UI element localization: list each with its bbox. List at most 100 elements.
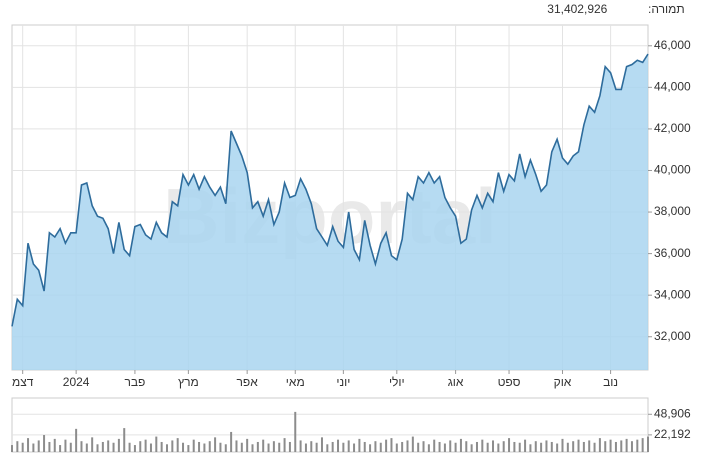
bar xyxy=(572,441,575,452)
bar xyxy=(454,442,457,452)
bar xyxy=(235,440,238,452)
x-tick-label: מאי xyxy=(286,375,305,389)
bar xyxy=(614,441,617,452)
bar xyxy=(203,443,206,452)
bar xyxy=(609,439,612,452)
bar xyxy=(246,438,249,452)
bar xyxy=(401,441,404,452)
bar xyxy=(556,443,559,452)
bar xyxy=(101,441,104,452)
bar xyxy=(347,440,350,452)
bar xyxy=(417,442,420,452)
bar xyxy=(411,436,414,452)
bar xyxy=(182,442,185,452)
bar xyxy=(139,441,142,452)
bar xyxy=(518,442,521,452)
bar xyxy=(32,443,35,452)
y-tick-label: 42,000 xyxy=(654,121,691,135)
bar xyxy=(433,439,436,452)
bar xyxy=(267,443,270,452)
bar xyxy=(545,440,548,452)
bar xyxy=(524,439,527,452)
area xyxy=(12,54,648,370)
bar xyxy=(251,444,254,452)
y-tick-label: 48,906 xyxy=(654,406,691,420)
x-tick-label: פבר xyxy=(124,375,145,389)
x-tick-label: יוני xyxy=(336,375,350,389)
bar xyxy=(59,445,62,452)
bar xyxy=(374,441,377,452)
bar xyxy=(390,438,393,452)
bar xyxy=(149,443,152,452)
x-tick-label: אפר xyxy=(237,375,259,389)
bar xyxy=(11,445,13,452)
x-tick-label: ספט xyxy=(498,375,521,389)
bar xyxy=(283,438,286,452)
bar xyxy=(369,444,372,452)
bar xyxy=(588,440,591,452)
bar xyxy=(176,438,179,452)
x-tick-label: אוג xyxy=(448,375,464,389)
bar xyxy=(561,438,564,452)
y-tick-label: 46,000 xyxy=(654,38,691,52)
bar xyxy=(288,441,291,452)
bar xyxy=(353,443,356,452)
bar xyxy=(513,441,516,452)
bar xyxy=(240,442,243,452)
bar xyxy=(64,439,67,452)
bar xyxy=(342,442,345,452)
bar xyxy=(165,444,168,452)
bar xyxy=(593,442,596,452)
bar xyxy=(171,440,174,452)
bar xyxy=(534,441,537,452)
bar xyxy=(160,441,163,452)
bar xyxy=(96,444,99,452)
bar xyxy=(21,442,24,452)
bar xyxy=(107,440,110,452)
bar xyxy=(502,441,505,452)
bar xyxy=(278,442,281,452)
bar xyxy=(53,438,56,452)
y-tick-label: 36,000 xyxy=(654,246,691,260)
bar xyxy=(443,443,446,452)
bar xyxy=(475,441,478,452)
bar xyxy=(465,441,468,452)
bar xyxy=(69,442,72,452)
bar xyxy=(647,436,649,452)
bar xyxy=(379,442,382,452)
bar xyxy=(294,411,297,452)
bar xyxy=(566,442,569,452)
bar xyxy=(187,445,190,452)
bar xyxy=(358,438,361,452)
bar xyxy=(133,445,136,452)
bar xyxy=(85,443,88,452)
y-tick-label: 22,192 xyxy=(654,427,691,441)
bar xyxy=(75,428,78,452)
bar xyxy=(470,444,473,452)
bar xyxy=(224,444,227,452)
bar xyxy=(641,438,644,452)
bar xyxy=(37,440,40,452)
bar xyxy=(230,431,233,452)
bar xyxy=(304,443,307,452)
turnover-value: 31,402,926 xyxy=(547,2,607,16)
bar xyxy=(208,441,211,452)
bar xyxy=(422,441,425,452)
bar xyxy=(459,438,462,452)
bar xyxy=(363,441,366,452)
line xyxy=(11,53,649,327)
bar xyxy=(577,439,580,452)
x-tick-label: יולי xyxy=(389,375,405,389)
bar xyxy=(604,441,607,452)
bar xyxy=(315,442,318,452)
y-tick-label: 40,000 xyxy=(654,163,691,177)
bar xyxy=(449,440,452,452)
bar xyxy=(406,440,409,452)
y-tick-label: 32,000 xyxy=(654,329,691,343)
bar xyxy=(395,443,398,452)
bar xyxy=(198,441,201,452)
bar xyxy=(80,441,83,452)
bar xyxy=(486,442,489,452)
